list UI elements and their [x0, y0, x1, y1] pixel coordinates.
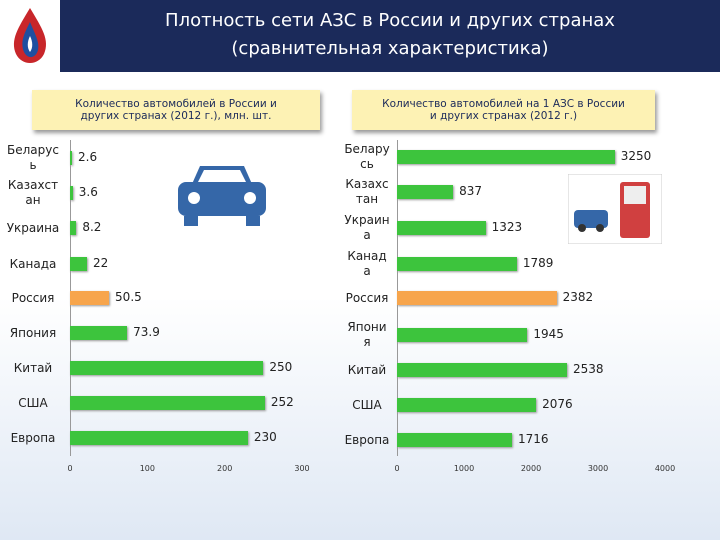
x-tick-label: 100 — [139, 464, 155, 473]
bar — [70, 257, 87, 271]
bar — [397, 185, 454, 199]
y-tick-label: США — [352, 397, 382, 412]
bar — [397, 328, 528, 342]
x-tick-label: 4000 — [654, 464, 676, 473]
y-tick-label: Украина — [344, 213, 390, 242]
x-tick-label: 3000 — [587, 464, 609, 473]
x-tick-label: 0 — [394, 464, 400, 473]
header — [0, 0, 720, 72]
bar — [70, 431, 248, 445]
value-label: 8.2 — [82, 220, 102, 234]
bar — [397, 398, 537, 412]
slide-title: Плотность сети АЗС в России и других стр… — [165, 10, 615, 31]
y-tick-label: Казахстан — [7, 178, 59, 207]
y-tick-label: Китай — [13, 360, 53, 375]
bar — [70, 396, 265, 410]
value-label: 1716 — [517, 432, 549, 446]
y-tick-label: Казахстан — [345, 177, 389, 206]
value-label: 1323 — [491, 220, 523, 234]
value-label: 230 — [253, 430, 277, 444]
bar — [397, 433, 512, 447]
logo-icon — [13, 8, 47, 63]
value-label: 250 — [269, 360, 293, 374]
bar — [70, 361, 264, 375]
chart-title: Количество автомобилей в России и других… — [32, 90, 320, 130]
value-label: 22 — [93, 256, 109, 270]
bar — [397, 363, 568, 377]
value-label: 1945 — [533, 327, 564, 341]
x-tick-label: 0 — [67, 464, 73, 473]
x-tick-label: 2000 — [520, 464, 542, 473]
y-tick-label: Россия — [345, 290, 389, 305]
x-tick-label: 200 — [217, 464, 233, 473]
value-label: 50.5 — [115, 290, 142, 304]
value-label: 3.6 — [78, 185, 98, 199]
value-label: 2538 — [573, 362, 604, 376]
y-tick-label: Япония — [347, 320, 387, 349]
y-tick-label: США — [18, 395, 48, 410]
x-tick-label: 1000 — [453, 464, 475, 473]
y-tick-label: Китай — [347, 362, 387, 377]
chart-title: Количество автомобилей на 1 АЗС в России… — [352, 90, 655, 130]
y-tick-label: Россия — [11, 290, 55, 305]
value-label: 2076 — [542, 397, 573, 411]
bar — [70, 326, 128, 340]
value-label: 837 — [459, 184, 482, 198]
bar — [397, 291, 557, 305]
y-tick-label: Беларусь — [7, 143, 59, 172]
logo — [0, 0, 60, 72]
value-label: 1789 — [522, 256, 554, 270]
value-label: 73.9 — [133, 325, 160, 339]
value-label: 2.6 — [78, 150, 98, 164]
slide-subtitle: (сравнительная характеристика) — [231, 38, 549, 59]
y-tick-label: Украина — [6, 220, 60, 235]
bar — [70, 291, 110, 305]
x-tick-label: 300 — [294, 464, 310, 473]
value-label: 252 — [270, 395, 294, 409]
y-tick-label: Европа — [10, 430, 56, 445]
bar — [397, 150, 615, 164]
y-tick-label: Канада — [347, 249, 387, 278]
y-tick-label: Канада — [9, 256, 57, 271]
bar — [397, 257, 517, 271]
y-tick-label: Беларусь — [344, 142, 390, 171]
y-tick-label: Япония — [9, 325, 57, 340]
bar — [397, 221, 486, 235]
bar — [70, 186, 73, 200]
car-icon — [178, 166, 266, 226]
fuel-icon — [568, 174, 662, 244]
value-label: 2382 — [562, 290, 594, 304]
value-label: 3250 — [620, 149, 652, 163]
bar — [70, 221, 77, 235]
y-tick-label: Европа — [344, 432, 390, 447]
bar — [70, 151, 72, 165]
